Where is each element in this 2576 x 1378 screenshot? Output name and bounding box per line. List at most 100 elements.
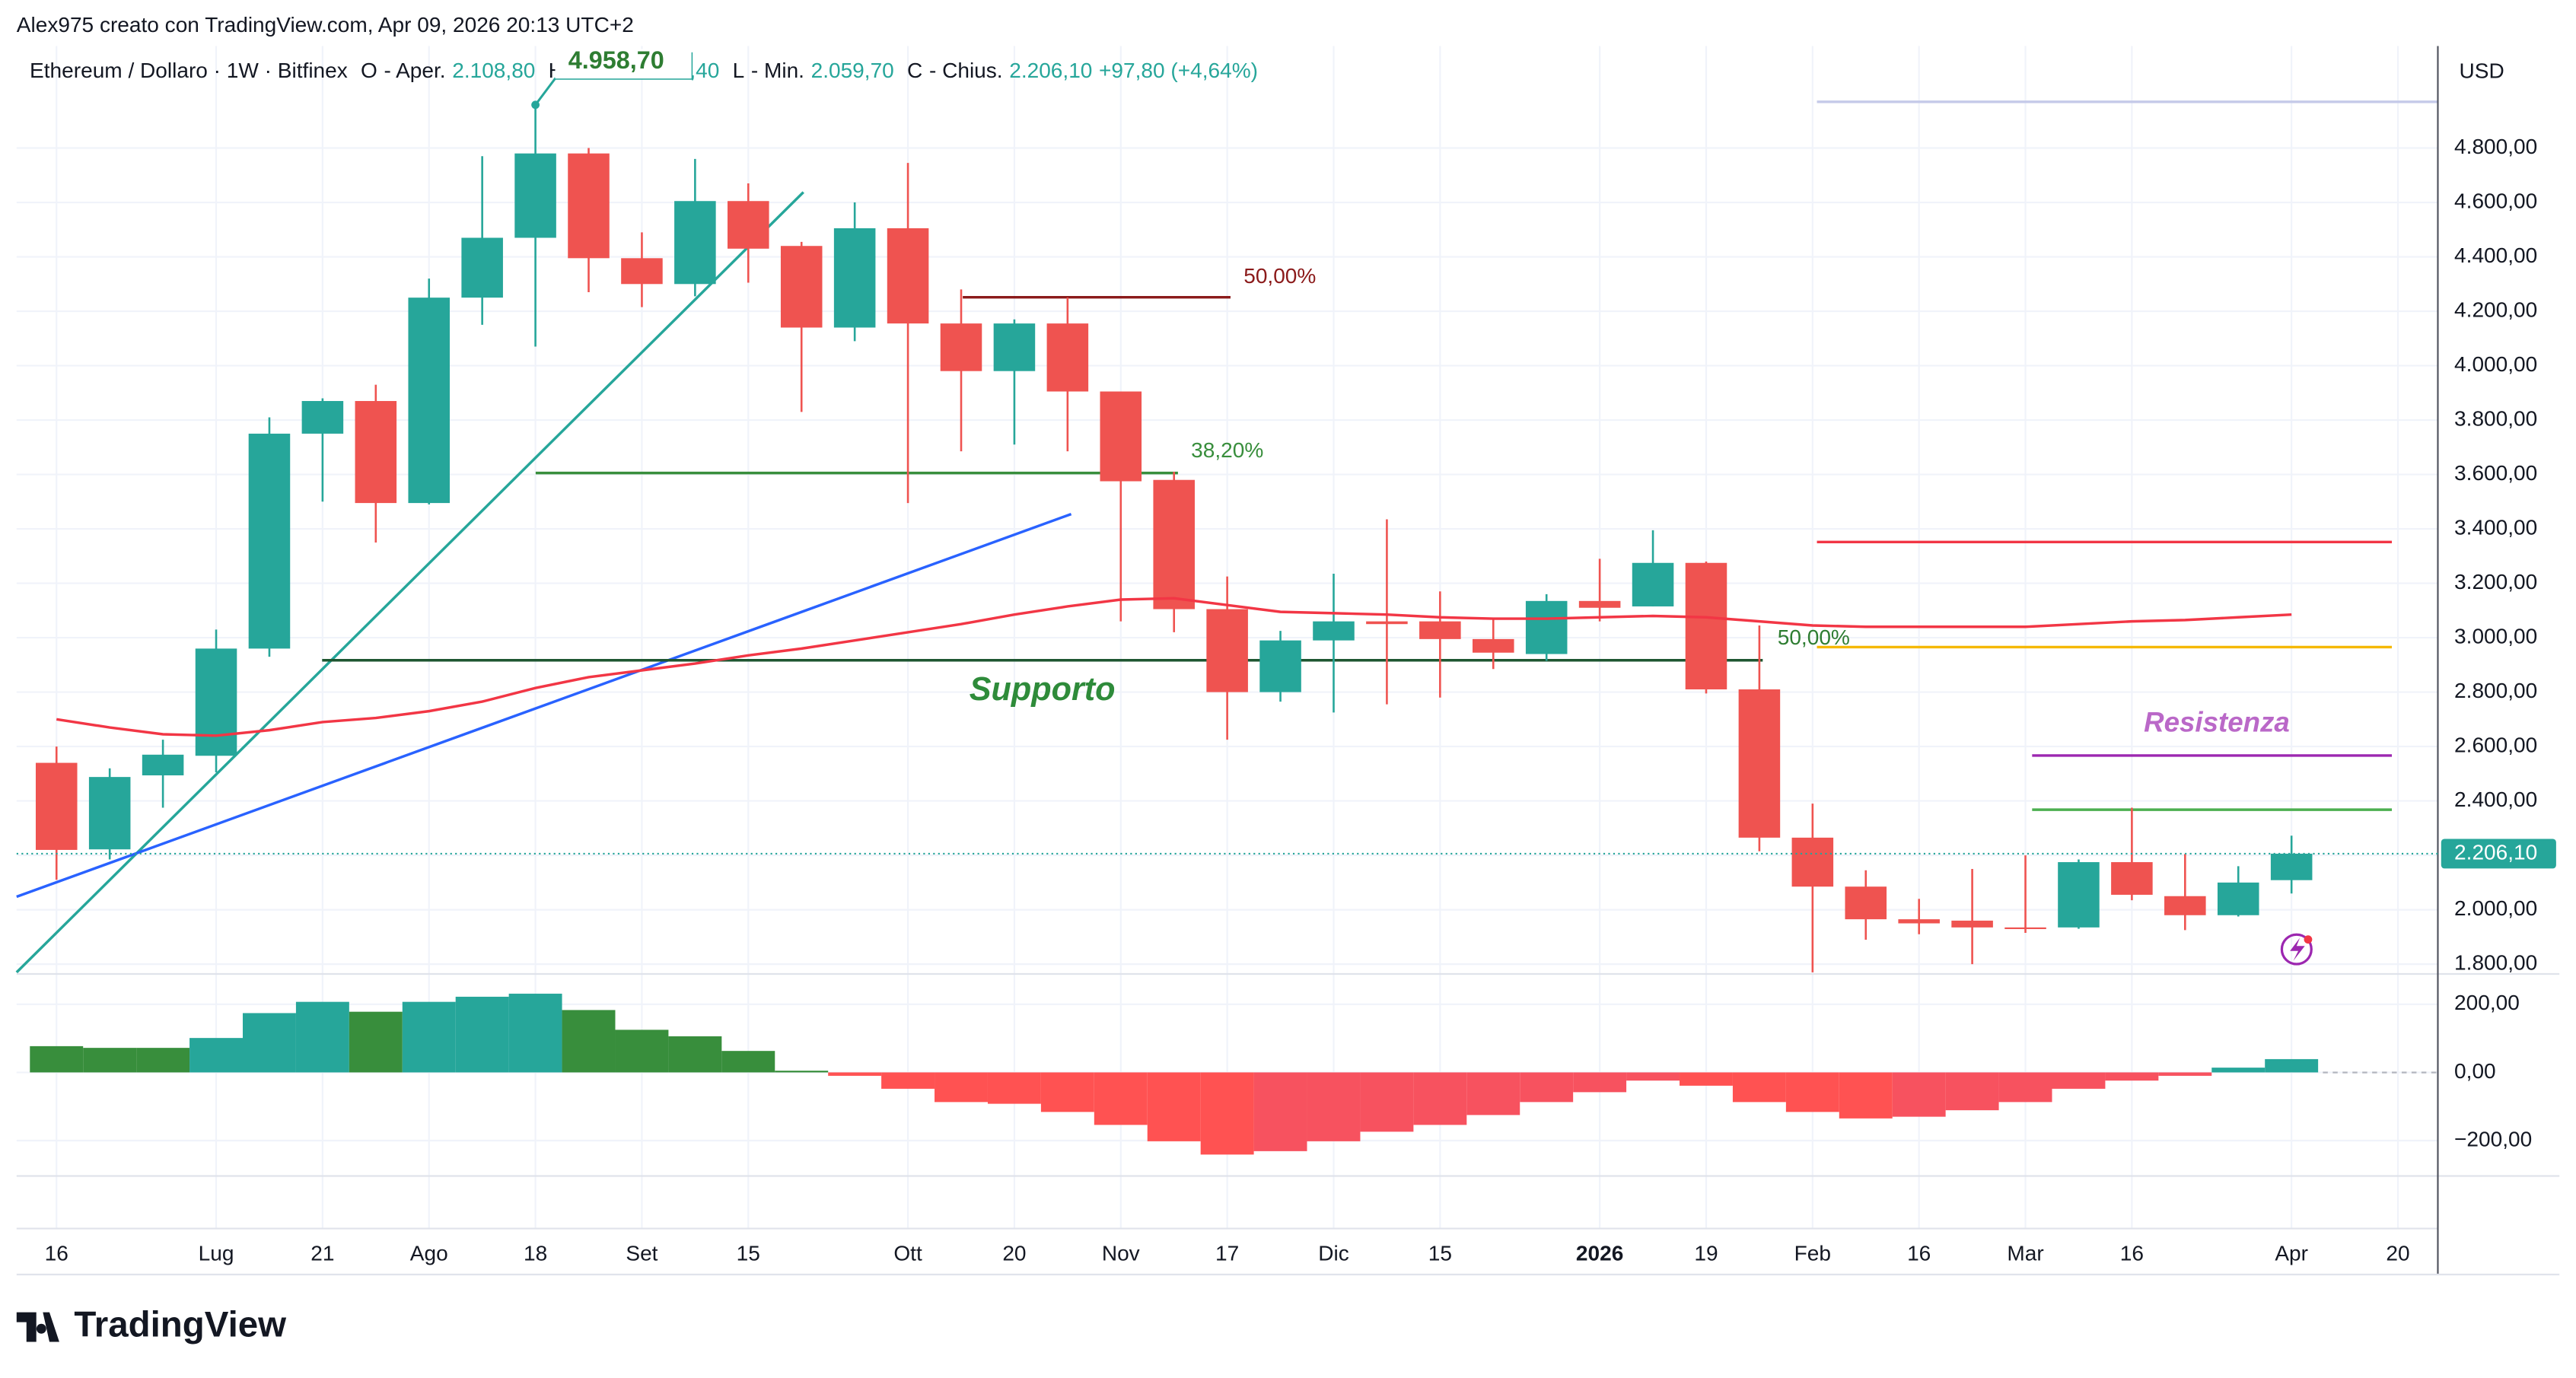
candle-body xyxy=(1153,479,1195,609)
fib-label: 38,20% xyxy=(1191,438,1263,462)
histogram-bar xyxy=(775,1071,829,1073)
histogram-bar xyxy=(2265,1058,2319,1073)
legend-item: 2.059,70 xyxy=(811,59,894,82)
x-tick-label: Lug xyxy=(199,1242,234,1265)
candle-body xyxy=(1472,638,1514,653)
histogram-bar xyxy=(562,1010,616,1073)
alert-icon[interactable] xyxy=(2290,937,2305,961)
histogram-bar xyxy=(1573,1072,1627,1093)
candle-body xyxy=(142,754,184,775)
histogram-bar xyxy=(881,1072,935,1089)
x-tick-label: Ott xyxy=(893,1242,922,1265)
x-tick-label: Set xyxy=(626,1242,658,1265)
x-tick-label: 2026 xyxy=(1576,1242,1623,1265)
histogram-bar xyxy=(83,1048,137,1073)
histogram-bar xyxy=(2052,1072,2106,1089)
y-tick-label: 4.200,00 xyxy=(2454,298,2537,321)
histogram-bar xyxy=(189,1038,243,1073)
histogram-bar xyxy=(1200,1072,1254,1155)
alert-dot xyxy=(2304,935,2313,944)
candle-body xyxy=(408,298,451,504)
legend-item: +97,80 (+4,64%) xyxy=(1099,59,1258,82)
candle-body xyxy=(1685,562,1727,690)
logo-mark xyxy=(16,1312,59,1342)
legend-item: 2.206,10 xyxy=(1009,59,1092,82)
x-tick-label: 20 xyxy=(2386,1242,2409,1265)
histogram-bar xyxy=(1360,1072,1414,1132)
legend-item: - Aper. xyxy=(384,59,446,82)
candle-body xyxy=(301,401,344,434)
histogram-bar xyxy=(402,1001,456,1073)
x-tick-label: Mar xyxy=(2007,1242,2043,1265)
histogram-bar xyxy=(1253,1072,1307,1151)
drawings xyxy=(15,100,2438,974)
y-tick-label: 3.400,00 xyxy=(2454,515,2537,539)
last-price-box xyxy=(2441,839,2556,869)
candle-body xyxy=(461,237,503,298)
high-box xyxy=(555,49,692,79)
x-tick-label: 17 xyxy=(1215,1242,1239,1265)
histogram-bar xyxy=(1626,1072,1680,1081)
candle-body xyxy=(1259,640,1301,692)
histogram-bar xyxy=(2211,1068,2266,1073)
legend: Ethereum / Dollaro · 1W · Bitfinex O - Ape… xyxy=(30,59,1258,82)
y-tick-label: 0,00 xyxy=(2454,1059,2496,1083)
candle-body xyxy=(728,201,769,249)
y-tick-label: −200,00 xyxy=(2454,1127,2532,1150)
candle-body xyxy=(1845,886,1887,920)
y-tick-label: 1.800,00 xyxy=(2454,951,2537,975)
histogram-bar xyxy=(455,996,509,1073)
legend-item: 2.108,80 xyxy=(452,59,535,82)
candle-body xyxy=(1578,600,1621,608)
candle-body xyxy=(248,433,291,649)
y-tick-label: 3.200,00 xyxy=(2454,570,2537,594)
y-tick-label: 4.600,00 xyxy=(2454,189,2537,212)
histogram-bar xyxy=(1732,1072,1786,1103)
histogram-bar xyxy=(1998,1072,2052,1103)
y-tick-label: 2.800,00 xyxy=(2454,679,2537,702)
moving-average xyxy=(56,597,2292,737)
candles xyxy=(35,104,2313,972)
legend-item: - Chius. xyxy=(929,59,1003,82)
histogram-bar xyxy=(1147,1072,1201,1141)
histogram-bar xyxy=(1413,1072,1467,1125)
y-tick-label: 2.000,00 xyxy=(2454,896,2537,920)
histogram-bar xyxy=(508,993,562,1073)
alert-icon[interactable] xyxy=(2280,933,2313,966)
logo: TradingView xyxy=(16,1305,287,1345)
candle-body xyxy=(2217,882,2259,915)
histogram-bar xyxy=(668,1036,722,1073)
legend-item: Ethereum / Dollaro · 1W · Bitfinex xyxy=(30,59,348,82)
histogram-bar xyxy=(1785,1072,1839,1112)
x-tick-label: Ago xyxy=(410,1242,448,1265)
legend-item: O xyxy=(361,59,377,82)
candle-body xyxy=(940,323,982,371)
candle-body xyxy=(35,762,78,850)
x-tick-label: 15 xyxy=(737,1242,760,1265)
x-tick-label: Dic xyxy=(1318,1242,1349,1265)
y-tick-label: 4.400,00 xyxy=(2454,243,2537,267)
candle-body xyxy=(621,258,663,285)
y-tick-label: 4.800,00 xyxy=(2454,135,2537,158)
legend-item: L xyxy=(733,59,745,82)
x-tick-label: Nov xyxy=(1102,1242,1140,1265)
header: Alex975 creato con TradingView.com, Apr … xyxy=(17,13,634,37)
candle-body xyxy=(195,648,237,756)
y-tick-label: 2.400,00 xyxy=(2454,788,2537,811)
candle-body xyxy=(1951,920,1993,928)
histogram-bar xyxy=(721,1051,775,1073)
trendline xyxy=(16,512,1072,899)
fib-label: 50,00% xyxy=(1778,625,1850,649)
candle-body xyxy=(993,323,1036,371)
histogram-bar xyxy=(1040,1072,1094,1112)
histogram-bar xyxy=(1945,1072,1999,1111)
candle-body xyxy=(780,246,823,328)
candle-body xyxy=(1046,323,1089,392)
candle-body xyxy=(2270,853,2313,880)
y-tick-label: 3.600,00 xyxy=(2454,461,2537,485)
oscillator xyxy=(30,993,2319,1155)
histogram-bar xyxy=(1839,1072,1893,1119)
candle-body xyxy=(2111,862,2153,895)
candle-body xyxy=(674,201,716,285)
